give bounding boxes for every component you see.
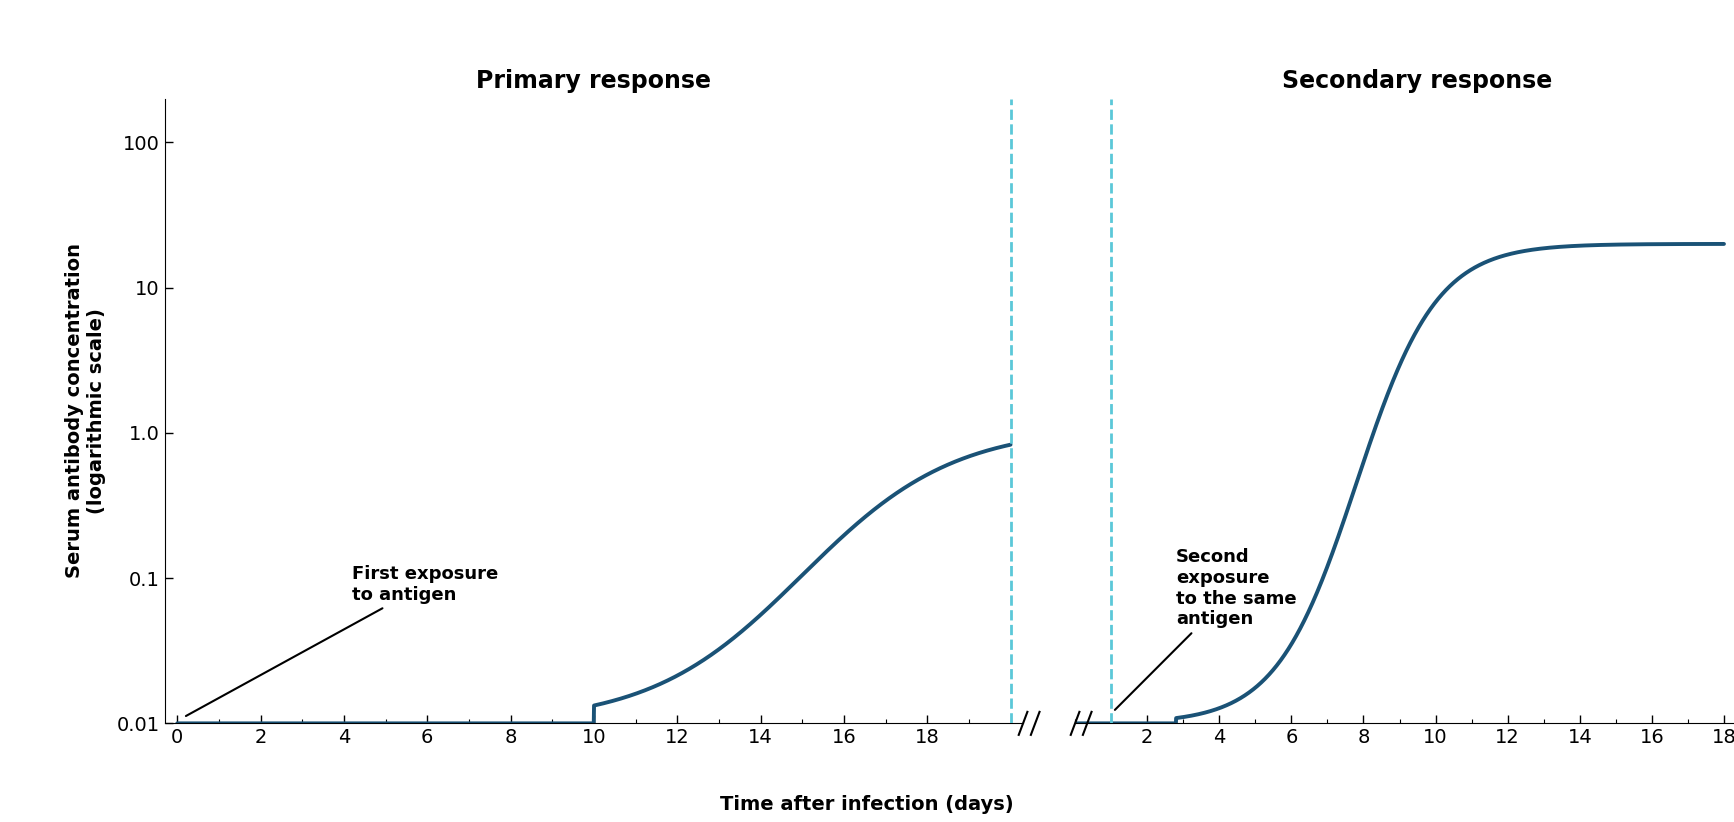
Y-axis label: Serum antibody concentration
(logarithmic scale): Serum antibody concentration (logarithmi… <box>64 243 106 579</box>
Text: Time after infection (days): Time after infection (days) <box>720 795 1014 814</box>
Text: First exposure
to antigen: First exposure to antigen <box>186 566 498 716</box>
Text: Second
exposure
to the same
antigen: Second exposure to the same antigen <box>1115 548 1297 710</box>
Title: Secondary response: Secondary response <box>1283 68 1552 93</box>
Title: Primary response: Primary response <box>477 68 711 93</box>
